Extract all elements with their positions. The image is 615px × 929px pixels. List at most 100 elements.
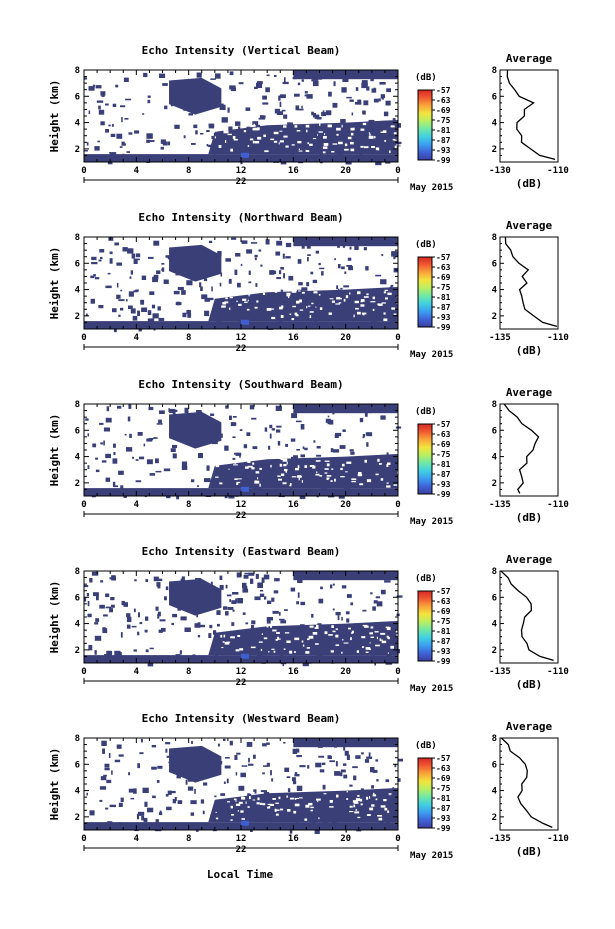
colorbar-tick-label: -57 [436,253,451,262]
x-tick-label: 0 [395,166,400,176]
y-tick-label: 2 [75,646,80,656]
x-tick-label: 0 [81,834,86,844]
date-label: May 2015 [410,183,453,193]
date-label: May 2015 [410,517,453,527]
colorbar-tick-label: -57 [436,420,451,429]
x-tick-label: 0 [81,333,86,343]
echo-intensity-field [84,571,403,667]
average-x-label: (dB) [516,678,543,691]
colorbar-unit: (dB) [415,574,437,584]
x-axis-label: Local Time [207,868,274,881]
average-x-tick: -110 [547,333,569,343]
x-tick-label: 20 [340,500,351,510]
y-tick-label: 2 [75,312,80,322]
average-y-tick: 6 [492,593,497,603]
average-y-tick: 2 [492,646,497,656]
colorbar-tick-label: -81 [436,627,451,636]
colorbar-tick-label: -57 [436,587,451,596]
colorbar-unit: (dB) [415,73,437,83]
y-tick-label: 2 [75,813,80,823]
y-tick-label: 8 [75,734,80,744]
colorbar-tick-label: -99 [436,323,451,332]
y-tick-label: 8 [75,233,80,243]
colorbar-tick-label: -87 [436,136,451,145]
x-tick-label: 16 [288,500,299,510]
x-tick-label: 0 [81,500,86,510]
colorbar-tick-label: -63 [436,597,451,606]
average-y-tick: 8 [492,567,497,577]
x-tick-label: 4 [134,667,140,677]
average-y-tick: 2 [492,312,497,322]
average-y-tick: 6 [492,92,497,102]
colorbar-tick-label: -81 [436,126,451,135]
y-axis-label: Height (km) [48,414,61,487]
average-x-tick: -110 [547,834,569,844]
date-label: May 2015 [410,684,453,694]
panel-3: Echo Intensity (Southward Beam)0 4 8 12 16 20… [48,378,569,527]
date-label: May 2015 [410,851,453,861]
y-tick-label: 6 [75,92,80,102]
colorbar-unit: (dB) [415,741,437,751]
average-x-label: (dB) [516,511,543,524]
x-tick-label: 8 [186,667,191,677]
y-tick-label: 6 [75,259,80,269]
y-tick-label: 4 [75,119,81,129]
average-y-tick: 8 [492,233,497,243]
y-tick-label: 4 [75,453,81,463]
x-tick-label: 20 [340,166,351,176]
y-tick-label: 8 [75,567,80,577]
average-title: Average [506,386,553,399]
average-y-tick: 4 [492,286,498,296]
panel-title: Echo Intensity (Southward Beam) [138,378,343,391]
average-y-tick: 4 [492,119,498,129]
y-axis-label: Height (km) [48,581,61,654]
day-label: 22 [236,511,247,521]
colorbar-tick-label: -93 [436,647,451,656]
colorbar-tick-label: -75 [436,283,451,292]
average-frame [499,403,559,497]
average-title: Average [506,553,553,566]
colorbar-tick-label: -99 [436,490,451,499]
y-tick-label: 6 [75,426,80,436]
x-tick-label: 0 [395,667,400,677]
y-tick-label: 6 [75,760,80,770]
colorbar-tick-label: -75 [436,784,451,793]
average-x-label: (dB) [516,344,543,357]
panel-2: Echo Intensity (Northward Beam)0 4 8 12 16 20… [48,211,569,360]
echo-intensity-field [84,70,402,166]
y-axis-label: Height (km) [48,80,61,153]
colorbar [417,89,433,161]
colorbar-tick-label: -69 [436,106,451,115]
average-x-tick: -135 [489,834,511,844]
y-tick-label: 8 [75,66,80,76]
colorbar-tick-label: -93 [436,313,451,322]
colorbar-tick-label: -99 [436,156,451,165]
y-tick-label: 6 [75,593,80,603]
colorbar-tick-label: -69 [436,273,451,282]
average-x-label: (dB) [516,845,543,858]
echo-intensity-field [84,404,402,500]
average-y-tick: 8 [492,400,497,410]
average-y-tick: 6 [492,259,497,269]
y-tick-label: 2 [75,479,80,489]
average-x-tick: -135 [489,667,511,677]
average-profile-line [503,403,540,494]
colorbar-tick-label: -69 [436,607,451,616]
x-tick-label: 4 [134,500,140,510]
average-x-tick: -110 [547,166,569,176]
x-tick-label: 0 [395,834,400,844]
colorbar-tick-label: -87 [436,303,451,312]
colorbar-tick-label: -69 [436,774,451,783]
panel-title: Echo Intensity (Vertical Beam) [142,44,341,57]
x-tick-label: 0 [395,500,400,510]
average-frame [499,737,559,831]
panel-1: Echo Intensity (Vertical Beam) 0 4 8 12 16 20 0… [48,44,569,193]
colorbar-tick-label: -93 [436,814,451,823]
average-profile-line [506,69,556,161]
colorbar [417,256,433,328]
y-tick-label: 8 [75,400,80,410]
average-y-tick: 6 [492,760,497,770]
x-tick-label: 12 [236,500,247,510]
average-y-tick: 8 [492,66,497,76]
